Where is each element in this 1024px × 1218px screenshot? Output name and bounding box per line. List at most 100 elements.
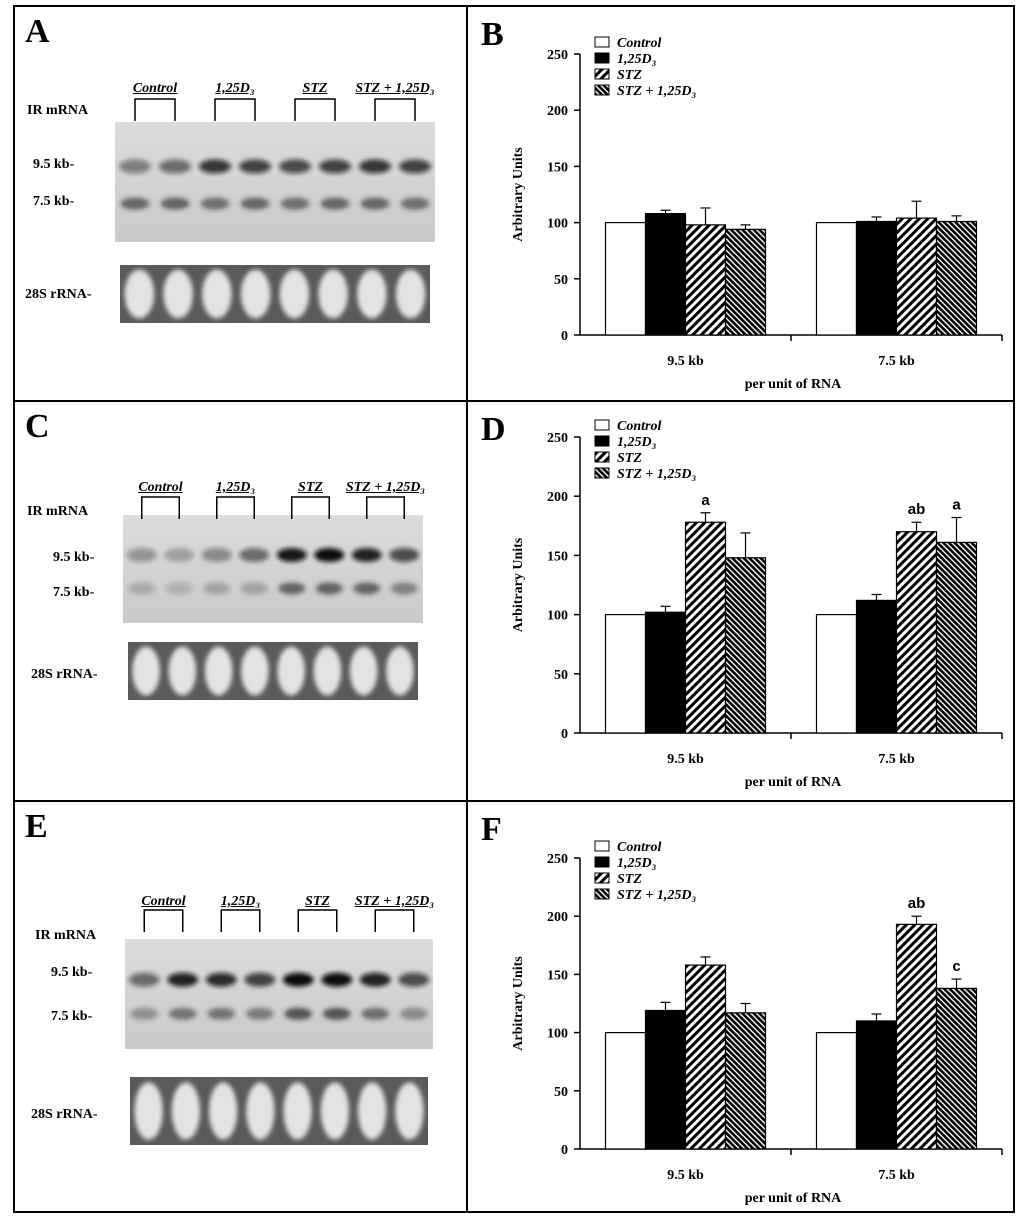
legend-label: Control (617, 840, 661, 855)
bar (684, 521, 727, 734)
lane-group-label: STZ (305, 894, 330, 909)
y-tick-label: 200 (547, 490, 568, 505)
blot-panel-a: A IR mRNA 9.5 kb- 7.5 kb- 28S rRNA- Cont… (15, 7, 465, 399)
bar (935, 541, 978, 734)
blot-graphic (125, 909, 433, 1145)
y-tick-label: 50 (554, 1085, 568, 1100)
lane-group-label: STZ (302, 81, 328, 96)
lane-bracket (297, 909, 338, 932)
bar-chart: F 0 50 100 150 200 250 Arbitrary Units per unit … (481, 811, 1003, 1206)
y-tick-label: 50 (554, 273, 568, 288)
legend-label: 1,25D₃ (617, 856, 657, 871)
rrna-label: 28S rRNA- (31, 1107, 98, 1122)
bar (895, 531, 938, 734)
ir-mrna-label: IR mRNA (27, 504, 89, 519)
panel-letter: C (25, 408, 50, 445)
legend-swatch (594, 840, 610, 852)
legend-label: STZ (617, 451, 642, 466)
x-tick-label: 7.5 kb (878, 1168, 915, 1183)
bar (815, 1032, 858, 1150)
legend-swatch (594, 888, 610, 900)
y-tick-label: 0 (561, 329, 568, 344)
legend-swatch (594, 419, 610, 431)
legend-swatch (594, 467, 610, 479)
lane-group-label: STZ + 1,25D₃ (354, 894, 435, 909)
band-7-5-label: 7.5 kb- (51, 1009, 93, 1024)
legend-swatch (594, 36, 610, 48)
bar (604, 614, 647, 734)
lane-bracket (220, 909, 261, 932)
legend-swatch (594, 856, 610, 868)
lane-bracket (141, 496, 180, 519)
blot-panel-e: E IR mRNA 9.5 kb- 7.5 kb- 28S rRNA- Cont… (15, 802, 465, 1213)
x-axis-label: per unit of RNA (745, 1191, 842, 1206)
blot-graphic (123, 496, 423, 700)
legend-swatch (594, 52, 610, 64)
significance-label: a (952, 497, 961, 514)
lane-bracket (216, 496, 255, 519)
rrna-label: 28S rRNA- (31, 667, 98, 682)
panel-letter: F (481, 811, 502, 848)
y-tick-label: 250 (547, 431, 568, 446)
legend-label: Control (617, 36, 661, 51)
y-tick-label: 100 (547, 217, 568, 232)
legend-label: 1,25D₃ (617, 52, 657, 67)
lane-group-label: 1,25D₃ (215, 480, 256, 495)
panel-letter: B (481, 16, 504, 53)
legend-label: Control (617, 419, 661, 434)
lane-group-label: Control (141, 894, 186, 909)
row-divider (15, 800, 1013, 802)
significance-label: ab (908, 895, 926, 912)
bar (935, 220, 978, 336)
legend-label: STZ (617, 872, 642, 887)
x-tick-label: 9.5 kb (667, 1168, 704, 1183)
figure-frame: A IR mRNA 9.5 kb- 7.5 kb- 28S rRNA- Cont… (13, 5, 1015, 1213)
lane-bracket (134, 98, 176, 121)
bar (644, 1009, 687, 1150)
y-axis-label: Arbitrary Units (511, 537, 526, 632)
lane-bracket (291, 496, 330, 519)
blot-panel-c: C IR mRNA 9.5 kb- 7.5 kb- 28S rRNA- Cont… (15, 402, 465, 798)
x-tick-label: 7.5 kb (878, 354, 915, 369)
bar (895, 923, 938, 1150)
band-9-5-label: 9.5 kb- (33, 157, 75, 172)
northern-blot-image (115, 122, 435, 242)
northern-blot-image (125, 939, 433, 1049)
y-tick-label: 100 (547, 609, 568, 624)
chart-panel-b: B 0 50 100 150 200 250 Arbitrary Units per unit … (467, 7, 1015, 399)
northern-blot-image (123, 515, 423, 623)
lane-bracket (374, 909, 415, 932)
ir-mrna-label: IR mRNA (27, 103, 89, 118)
y-tick-label: 150 (547, 549, 568, 564)
lane-group-label: Control (138, 480, 183, 495)
panel-letter: A (25, 13, 50, 50)
bar (935, 987, 978, 1150)
bar (684, 224, 727, 336)
y-tick-label: 150 (547, 968, 568, 983)
legend-label: STZ + 1,25D₃ (617, 84, 696, 99)
y-tick-label: 250 (547, 852, 568, 867)
band-9-5-label: 9.5 kb- (53, 550, 95, 565)
significance-label: a (701, 492, 710, 509)
band-7-5-label: 7.5 kb- (33, 194, 75, 209)
legend-swatch (594, 451, 610, 463)
y-tick-label: 0 (561, 727, 568, 742)
band-9-5-label: 9.5 kb- (51, 965, 93, 980)
y-tick-label: 150 (547, 160, 568, 175)
chart-panel-d: D 0 50 100 150 200 250 Arbitrary Units per unit … (467, 402, 1015, 798)
y-tick-label: 50 (554, 668, 568, 683)
bar (604, 1032, 647, 1150)
legend-label: 1,25D₃ (617, 435, 657, 450)
legend-swatch (594, 872, 610, 884)
y-tick-label: 200 (547, 104, 568, 119)
bar (644, 213, 687, 336)
y-tick-label: 100 (547, 1027, 568, 1042)
y-axis-label: Arbitrary Units (511, 147, 526, 242)
y-tick-label: 0 (561, 1143, 568, 1158)
significance-label: ab (908, 501, 926, 518)
x-axis-label: per unit of RNA (745, 377, 842, 392)
panel-letter: D (481, 411, 506, 448)
legend-swatch (594, 84, 610, 96)
bar (855, 220, 898, 336)
lane-group-label: 1,25D₃ (215, 81, 255, 96)
